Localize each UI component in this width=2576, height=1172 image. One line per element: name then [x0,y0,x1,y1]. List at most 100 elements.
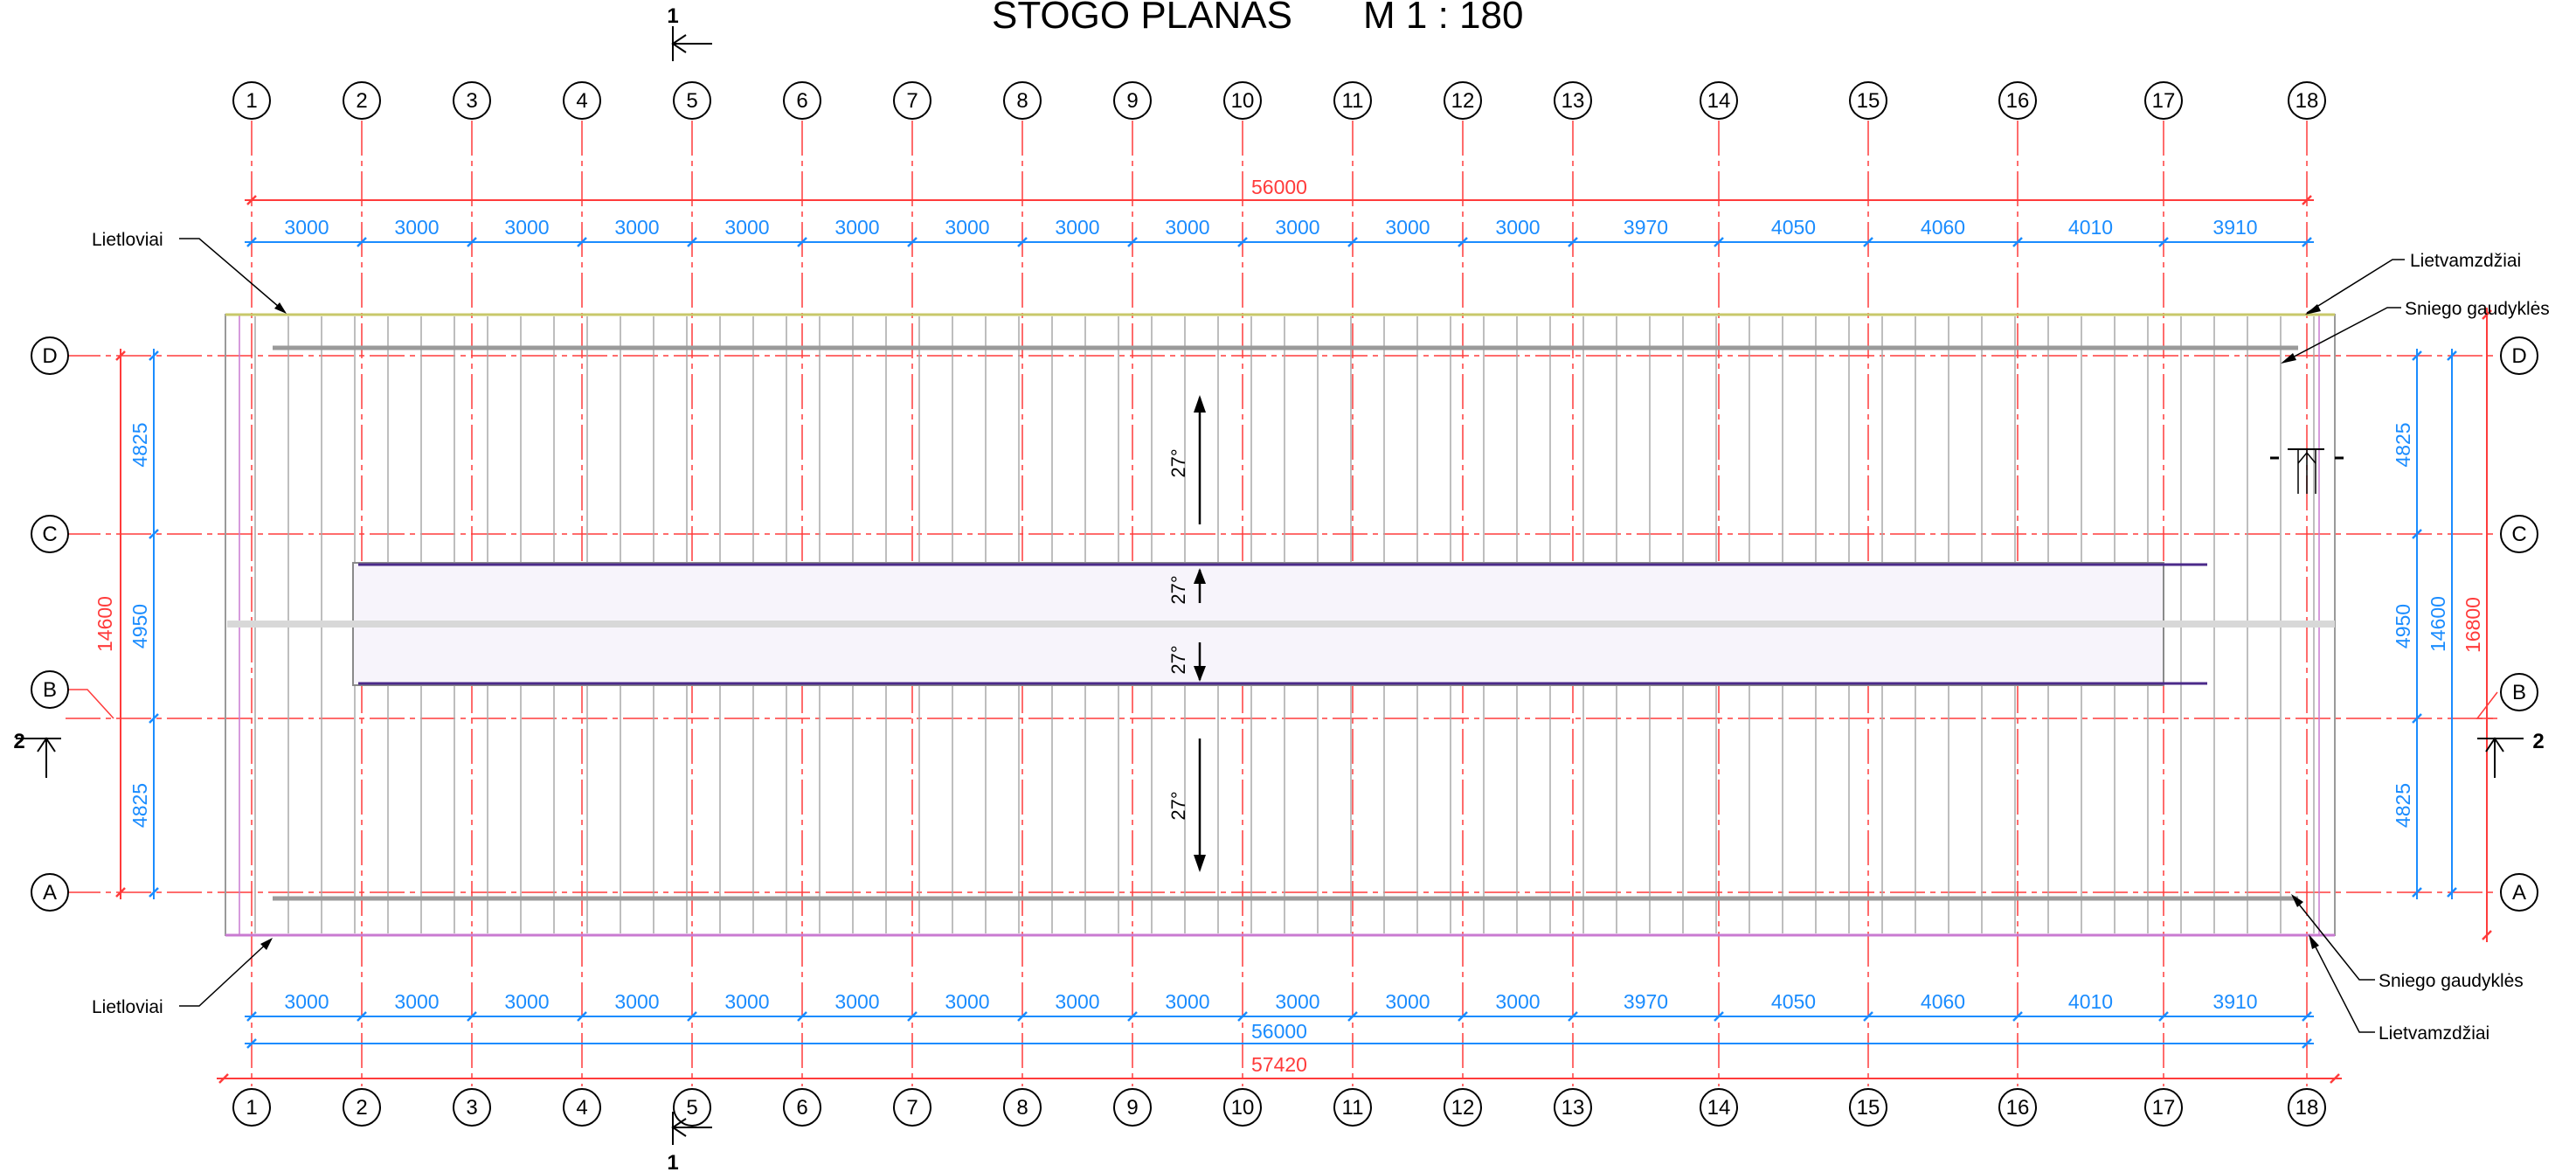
dimension-text: 16800 [2462,597,2484,653]
label-snow-guard-bottom: Sniego gaudyklės [2379,971,2524,991]
dimension-tick [907,1011,918,1022]
grid-bubble-9-top [1113,81,1152,120]
grid-label-A: A [2512,881,2526,905]
grid-label-2: 2 [356,89,367,113]
dimension-tick [2447,350,2457,361]
grid-label-14: 14 [1707,1096,1731,1120]
grid-bubble-12-bottom [1444,1088,1482,1127]
dimension-tick [577,1011,587,1022]
dimension-text: 3910 [2212,216,2257,239]
grid-label-10: 10 [1231,1096,1255,1120]
dimension-text: 3000 [1055,216,1099,239]
dimension-tick [2482,930,2492,940]
dimension-text: 3000 [1495,216,1540,239]
dimension-text: 4950 [128,604,151,648]
dimension-tick [687,237,697,247]
grid-bubble-11-top [1333,81,1372,120]
dimension-tick [2158,237,2169,247]
dimension-text: 14600 [2427,596,2449,652]
dimension-tick [2012,237,2023,247]
slope-arrow-down-icon [1194,855,1206,872]
dimension-tick [2302,1011,2312,1022]
grid-bubble-5-bottom [673,1088,711,1127]
dimension-text: 4825 [2392,783,2414,828]
section-number-top: 1 [667,4,678,28]
annotations: Lietloviai Lietloviai Lietvamzdžiai Snie… [92,230,2550,1044]
dimension-tick [1568,1011,1578,1022]
grid-bubble-15-top [1849,81,1887,120]
dimension-text: 3000 [834,990,879,1013]
grid-bubble-15-bottom [1849,1088,1887,1127]
dimension-tick [1347,1011,1358,1022]
leader-arrow-icon [2305,304,2321,315]
grid-label-4: 4 [576,1096,587,1120]
grid-bubble-18-bottom [2288,1088,2326,1127]
dimension-tick [2302,237,2312,247]
dimension-tick [2482,309,2492,320]
dimension-text: 4060 [1921,216,1965,239]
section-mark-2-left: 2 [13,730,61,778]
dimension-text: 3000 [1165,990,1209,1013]
grid-bubble-7-bottom [893,1088,931,1127]
grid-bubbles: 1122334455667788991010111112121313141415… [31,81,2538,1127]
grid-label-6: 6 [796,1096,807,1120]
grid-label-7: 7 [906,1096,918,1120]
dimension-tick [1127,1011,1138,1022]
grid-bubble-16-bottom [1998,1088,2037,1127]
dimension-text: 3910 [2212,990,2257,1013]
section-mark-2-right: 2 [2477,730,2545,778]
dimension-tick [149,887,159,898]
dimension-text: 3000 [614,990,659,1013]
grid-label-9: 9 [1126,1096,1138,1120]
dimension-text: 4010 [2068,990,2113,1013]
dimension-text: 4050 [1771,990,1816,1013]
grid-label-D: D [42,344,57,368]
grid-label-15: 15 [1857,89,1880,113]
grid-bubble-3-bottom [453,1088,491,1127]
grid-label-2: 2 [356,1096,367,1120]
grid-bubble-5-top [673,81,711,120]
grid-line-B-jog-right [2476,691,2498,719]
slope-arrows: 27° 27° 27° 27° [1167,395,1206,872]
ridge-zone [227,562,2335,686]
dimension-text: 3000 [834,216,879,239]
grid-label-B: B [43,678,57,702]
grid-label-4: 4 [576,89,587,113]
grid-label-3: 3 [466,89,477,113]
slope-arrow-up-icon [1194,568,1206,584]
dimension-tick [467,1011,477,1022]
grid-bubble-16-top [1998,81,2037,120]
dimension-tick [687,1011,697,1022]
grid-bubble-A-left [31,873,69,912]
dimension-tick [1863,237,1873,247]
drawing-scale: M 1 : 180 [1363,0,1523,37]
dimension-tick [218,1073,229,1084]
dimension-tick [1237,237,1248,247]
grid-label-C: C [2511,523,2526,546]
grid-label-8: 8 [1016,1096,1028,1120]
dimension-text: 3000 [284,990,329,1013]
section-arrow-icon [671,34,687,53]
dimension-tick [357,1011,367,1022]
dimension-text: 3970 [1624,216,1668,239]
grid-label-6: 6 [796,89,807,113]
dimension-text: 3000 [614,216,659,239]
grid-bubble-13-top [1554,81,1592,120]
dimension-tick [1714,237,1724,247]
section-arrow-icon [2485,737,2504,752]
section-number-bottom: 1 [667,1151,678,1172]
grid-bubble-C-left [31,515,69,553]
dimension-text: 3000 [394,216,439,239]
dimension-tick [1127,237,1138,247]
dimension-text: 3000 [1055,990,1099,1013]
grid-bubble-14-bottom [1700,1088,1738,1127]
grid-bubble-C-right [2500,515,2538,553]
grid-bubble-7-top [893,81,931,120]
dimension-tick [115,887,126,898]
dimension-text: 57420 [1251,1053,1307,1076]
label-gutter-top: Lietloviai [92,230,163,250]
dimension-tick [467,237,477,247]
dimension-text: 3000 [1495,990,1540,1013]
dimension-text: 4825 [2392,422,2414,467]
grid-label-15: 15 [1857,1096,1880,1120]
